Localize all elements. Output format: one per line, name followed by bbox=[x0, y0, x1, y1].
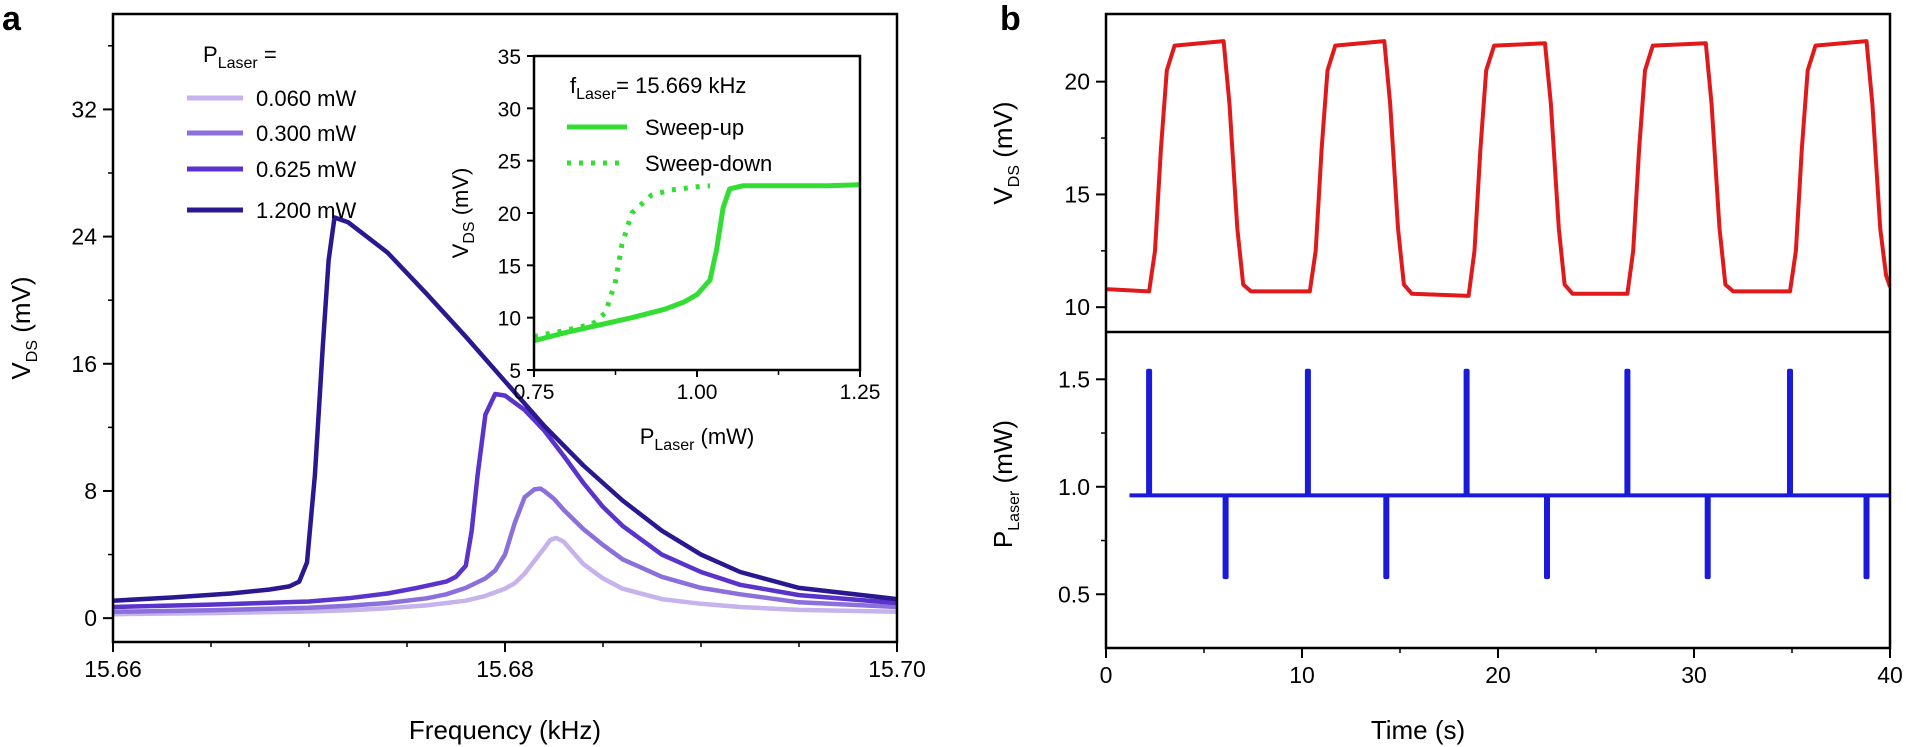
legend-title-suffix: = bbox=[258, 42, 277, 67]
y-tick-label: 8 bbox=[84, 478, 97, 504]
series-line-0625mW bbox=[113, 391, 897, 610]
x-tick-label: 40 bbox=[1877, 662, 1903, 688]
inset-x-axis-title: PLaser (mW) bbox=[640, 424, 755, 454]
series-line-0300mW bbox=[113, 486, 897, 615]
panel-b-top-y-label-main: V bbox=[988, 187, 1018, 205]
legend-label-0625mw: 0.625 mW bbox=[256, 157, 356, 182]
inset-y-axis-title: VDS (mV) bbox=[448, 168, 478, 259]
inset-annotation-main: f bbox=[570, 73, 577, 98]
panel-b-bottom-ticks: 0 10 20 30 40 0.5 1.0 1.5 bbox=[1058, 366, 1903, 688]
inset-y-label-sub: DS bbox=[461, 221, 478, 243]
plaser-time-trace bbox=[1129, 368, 1890, 580]
panel-b-top-series-group bbox=[1106, 39, 1890, 298]
vds-time-trace bbox=[1106, 39, 1890, 298]
y-tick-label: 5 bbox=[509, 360, 521, 383]
inset-series-group bbox=[534, 182, 860, 344]
panel-a-y-axis-title: VDS (mV) bbox=[6, 276, 41, 379]
y-tick-label: 0 bbox=[84, 605, 97, 631]
y-tick-label: 24 bbox=[71, 224, 97, 250]
y-tick-label: 15 bbox=[498, 255, 521, 278]
inset-annotation: fLaser= 15.669 kHz bbox=[570, 73, 746, 103]
legend-label-1200mw: 1.200 mW bbox=[256, 198, 356, 223]
inset-x-label-suffix: (mW) bbox=[694, 424, 754, 449]
panel-b-x-axis-title: Time (s) bbox=[1371, 715, 1465, 745]
panel-b-bottom-y-label-sub: Laser bbox=[1006, 490, 1023, 531]
panel-b-label: b bbox=[1000, 0, 1021, 38]
panel-a-y-label-main: V bbox=[6, 362, 36, 380]
panel-a-y-label-sub: DS bbox=[24, 340, 41, 362]
x-tick-label: 10 bbox=[1289, 662, 1315, 688]
panel-a-series-group bbox=[113, 215, 897, 617]
y-tick-label: 10 bbox=[1064, 294, 1090, 320]
y-tick-label: 16 bbox=[71, 351, 97, 377]
panel-b-top-y-axis-title: VDS (mV) bbox=[988, 101, 1023, 204]
y-tick-label: 32 bbox=[71, 96, 97, 122]
x-tick-label: 30 bbox=[1681, 662, 1707, 688]
panel-a-legend-title: PLaser = bbox=[203, 42, 277, 72]
panel-b-bottom-series-group bbox=[1129, 368, 1890, 580]
y-tick-label: 0.5 bbox=[1058, 581, 1090, 607]
inset-annotation-suffix: = 15.669 kHz bbox=[616, 73, 746, 98]
inset-series-sweep-up bbox=[534, 182, 860, 344]
y-tick-label: 25 bbox=[498, 151, 521, 174]
inset-series-sweep-down bbox=[534, 183, 711, 339]
panel-b-top-y-label-sub: DS bbox=[1006, 165, 1023, 187]
y-tick-label: 20 bbox=[498, 203, 521, 226]
panel-b-top-ticks: 10 15 20 bbox=[1064, 69, 1106, 320]
panel-b-bottom-y-label-suffix: (mW) bbox=[988, 420, 1018, 491]
panel-a-label: a bbox=[2, 0, 22, 38]
panel-b-bottom-y-label-main: P bbox=[988, 531, 1018, 548]
panel-a-ticks: 15.66 15.68 15.70 0 8 16 24 32 bbox=[71, 45, 926, 682]
panel-b-bottom-chart: 0 10 20 30 40 0.5 1.0 1.5 Time (s) PLaser (mW) bbox=[988, 366, 1903, 745]
panel-b-top-chart: 10 15 20 VDS (mV) bbox=[988, 39, 1890, 320]
y-tick-label: 1.0 bbox=[1058, 474, 1090, 500]
x-tick-label: 0 bbox=[1100, 662, 1113, 688]
panel-a-y-label-suffix: (mV) bbox=[6, 276, 36, 340]
legend-label-0300mw: 0.300 mW bbox=[256, 121, 356, 146]
panel-b-top-y-label-suffix: (mV) bbox=[988, 101, 1018, 165]
x-tick-label: 15.68 bbox=[476, 656, 534, 682]
panel-a-x-axis-title: Frequency (kHz) bbox=[409, 715, 601, 745]
x-tick-label: 1.25 bbox=[840, 381, 881, 404]
inset-ticks: 0.75 1.00 1.25 5 10 15 20 25 30 35 bbox=[498, 46, 881, 404]
legend-title-sub: Laser bbox=[218, 55, 259, 72]
inset-background bbox=[534, 56, 860, 370]
y-tick-label: 35 bbox=[498, 46, 521, 69]
x-tick-label: 20 bbox=[1485, 662, 1511, 688]
inset-y-label-main: V bbox=[448, 243, 473, 258]
panel-b-bottom-y-axis-title: PLaser (mW) bbox=[988, 420, 1023, 548]
series-line-1200mW bbox=[113, 215, 897, 603]
inset-x-label-main: P bbox=[640, 424, 655, 449]
x-tick-label: 0.75 bbox=[514, 381, 555, 404]
panel-a-legend: PLaser = 0.060 mW 0.300 mW 0.625 mW 1.20… bbox=[187, 42, 356, 223]
y-tick-label: 1.5 bbox=[1058, 366, 1090, 392]
x-tick-label: 15.66 bbox=[84, 656, 142, 682]
y-tick-label: 20 bbox=[1064, 69, 1090, 95]
y-tick-label: 10 bbox=[498, 308, 521, 331]
legend-title-main: P bbox=[203, 42, 218, 67]
inset-legend-label-sweep-down: Sweep-down bbox=[645, 151, 772, 176]
x-tick-label: 15.70 bbox=[868, 656, 926, 682]
inset-x-label-sub: Laser bbox=[654, 437, 695, 454]
inset-legend-label-sweep-up: Sweep-up bbox=[645, 115, 744, 140]
inset-annotation-sub: Laser bbox=[576, 86, 617, 103]
y-tick-label: 15 bbox=[1064, 181, 1090, 207]
series-line-0060mW bbox=[113, 535, 897, 617]
legend-label-0060mw: 0.060 mW bbox=[256, 86, 356, 111]
inset-y-label-suffix: (mV) bbox=[448, 168, 473, 222]
y-tick-label: 30 bbox=[498, 98, 521, 121]
x-tick-label: 1.00 bbox=[677, 381, 718, 404]
